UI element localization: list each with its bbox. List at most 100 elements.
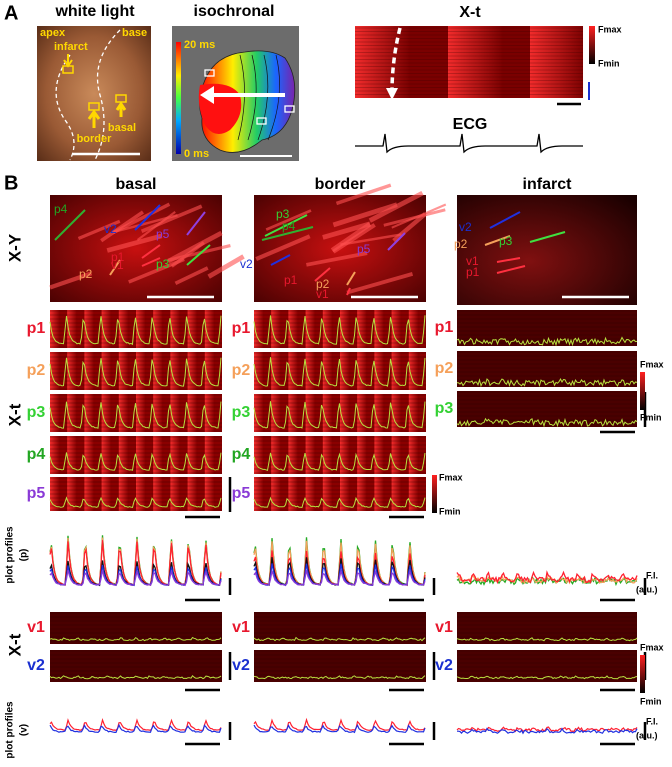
xt-band <box>187 310 198 348</box>
xt-band <box>67 310 77 348</box>
xt-band <box>271 394 281 432</box>
profile <box>49 723 222 734</box>
label: infarct <box>54 41 88 53</box>
roi-line <box>141 257 161 267</box>
label: isochronal <box>194 3 275 20</box>
xt-band <box>288 310 298 348</box>
xt-band <box>391 310 402 348</box>
xt-band <box>204 352 215 390</box>
roi-line <box>496 265 526 274</box>
xt-band <box>204 310 215 348</box>
label: plot profiles <box>5 701 16 759</box>
label: p5 <box>156 227 170 241</box>
colorbar <box>640 372 645 410</box>
boundary <box>94 29 121 161</box>
xt-band <box>357 310 367 348</box>
xt-band <box>153 310 163 348</box>
label: X-Y <box>5 233 24 262</box>
xt-band <box>118 352 129 390</box>
fiber <box>330 222 372 253</box>
fiber <box>265 209 312 231</box>
label: plot profiles <box>5 526 16 584</box>
xt-band <box>254 310 264 348</box>
label: v2 <box>104 222 117 236</box>
xt-band <box>408 394 419 432</box>
arrowhead <box>200 86 214 104</box>
xt-band <box>170 477 180 511</box>
xt-band <box>50 394 60 432</box>
xt-band <box>101 436 112 474</box>
xt-band <box>101 310 112 348</box>
arrowhead <box>386 88 398 100</box>
xt-trace <box>253 496 426 508</box>
fiber <box>167 230 223 264</box>
fiber <box>255 234 311 261</box>
fiber <box>392 212 427 243</box>
label: v1 <box>232 619 250 636</box>
xt-band <box>322 477 333 511</box>
label: Fmin <box>640 696 662 706</box>
xt-band <box>322 310 333 348</box>
xt-band <box>170 436 180 474</box>
roi-line <box>387 232 406 251</box>
xt-trace <box>253 675 426 680</box>
xt-band <box>84 436 94 474</box>
xt-band <box>391 352 402 390</box>
conduction-arrow <box>390 27 402 93</box>
label: Fmin <box>598 58 620 68</box>
label: p1 <box>232 320 251 337</box>
roi <box>256 117 267 125</box>
xt-band <box>153 352 163 390</box>
xt-band <box>408 436 419 474</box>
xt-band <box>187 436 198 474</box>
xt-band <box>153 394 163 432</box>
roi <box>204 69 215 77</box>
xt-band <box>84 394 94 432</box>
xt-band <box>67 436 77 474</box>
roi-line <box>346 287 351 296</box>
xt-band <box>187 394 198 432</box>
xt-band <box>408 310 419 348</box>
xt-band <box>153 477 163 511</box>
label: p5 <box>232 485 251 502</box>
xt-band <box>322 436 333 474</box>
xt-band <box>254 394 264 432</box>
profile <box>456 573 638 585</box>
label: 20 ms <box>184 39 215 51</box>
label: Fmin <box>640 412 662 422</box>
xt-band <box>340 477 350 511</box>
roi-line <box>109 259 121 276</box>
label: Fmax <box>640 359 664 369</box>
fiber <box>174 266 209 286</box>
ecg-trace <box>355 133 583 154</box>
colorbar <box>640 655 645 693</box>
label: X-t <box>459 4 481 21</box>
label: border <box>315 176 366 193</box>
xt-trace <box>253 315 426 345</box>
label: border <box>77 133 113 145</box>
xt-band <box>170 394 180 432</box>
profile <box>253 717 426 732</box>
xt-band <box>271 436 281 474</box>
xt-band <box>50 436 60 474</box>
label: v2 <box>240 257 253 271</box>
xt-band <box>340 310 350 348</box>
label: p4 <box>232 446 251 463</box>
xt-band <box>391 436 402 474</box>
xt-band <box>254 352 264 390</box>
label: p1 <box>466 265 480 279</box>
xt-band <box>305 394 316 432</box>
xt-band <box>67 477 77 511</box>
label: Fmax <box>598 24 622 34</box>
label: p3 <box>232 404 251 421</box>
xt-band <box>408 352 419 390</box>
label: p3 <box>435 400 454 417</box>
xt-band <box>374 436 384 474</box>
label: p3 <box>27 404 46 421</box>
xt-trace <box>49 636 222 642</box>
xt-trace <box>456 336 638 347</box>
fiber <box>391 203 447 229</box>
fiber <box>207 254 245 279</box>
xt-band <box>118 394 129 432</box>
